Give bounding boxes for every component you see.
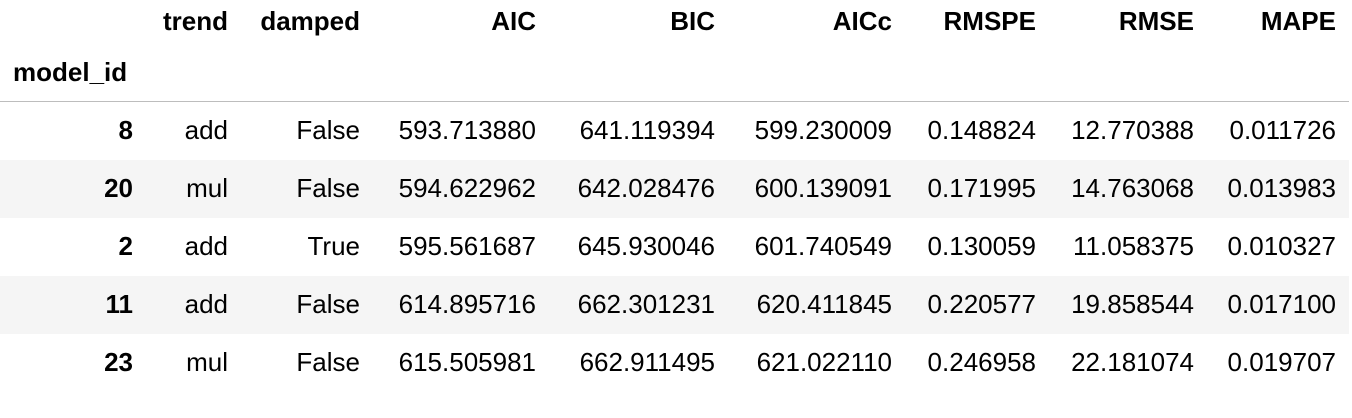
cell-trend: mul [186,347,228,377]
cell-trend: add [184,231,228,261]
cell-aic: 615.505981 [398,347,536,377]
cell-aicc: 601.740549 [754,231,892,261]
cell-rmspe: 0.148824 [927,115,1036,146]
cell-trend: mul [186,173,228,203]
table-row: 2 add True 595.561687 645.930046 601.740549 0.… [0,218,1349,276]
cell-damped: False [296,115,360,146]
column-header-rmspe: RMSPE [943,6,1036,36]
column-header-aic: AIC [491,6,536,36]
cell-rmse: 14.763068 [1071,173,1194,203]
cell-damped: True [307,231,361,261]
row-index-cell: 8 [118,115,133,146]
table-row: 20 mul False 594.622962 642.028476 600.139091… [0,159,1349,218]
cell-rmse: 12.770388 [1071,115,1194,146]
index-name-label: model_id [0,43,146,102]
cell-aicc: 599.230009 [754,115,892,146]
cell-trend: add [184,289,228,319]
row-index-cell: 2 [118,231,133,261]
table-body: 8 add False 593.713880 641.119394 599.230009 0… [0,102,1349,392]
column-header-rmse: RMSE [1118,6,1194,36]
column-header-mape: MAPE [1260,6,1336,36]
cell-mape: 0.010327 [1227,231,1336,261]
cell-aic: 594.622962 [398,173,536,203]
cell-rmse: 22.181074 [1071,347,1194,377]
column-header-row: trend damped AIC BIC AICc RMSPE RMSE MAP… [0,0,1349,43]
cell-rmse: 19.858544 [1071,289,1194,319]
dataframe-table: trend damped AIC BIC AICc RMSPE RMSE MAP… [0,0,1349,392]
table-row: 11 add False 614.895716 662.301231 620.411845… [0,275,1349,334]
index-name-row: model_id [0,43,1349,102]
index-corner-cell [0,0,146,43]
cell-rmspe: 0.171995 [927,173,1036,203]
column-header-aicc: AICc [832,6,892,36]
column-header-damped: damped [260,6,360,36]
cell-aic: 614.895716 [398,289,536,319]
cell-bic: 641.119394 [579,115,715,146]
cell-rmspe: 0.130059 [927,231,1036,261]
cell-trend: add [184,115,228,146]
cell-rmse: 11.058375 [1073,231,1194,261]
cell-aicc: 621.022110 [756,347,892,377]
cell-damped: False [296,173,360,203]
cell-aicc: 600.139091 [754,173,892,203]
cell-rmspe: 0.246958 [927,347,1036,377]
row-index-cell: 20 [104,173,133,203]
cell-rmspe: 0.220577 [927,289,1036,319]
column-header-bic: BIC [670,6,715,36]
cell-mape: 0.011726 [1229,115,1336,146]
cell-aic: 595.561687 [398,231,536,261]
row-index-cell: 11 [105,289,134,319]
cell-aic: 593.713880 [398,115,536,146]
table-row: 8 add False 593.713880 641.119394 599.230009 0… [0,102,1349,160]
column-header-trend: trend [163,6,228,36]
cell-damped: False [296,347,360,377]
cell-bic: 642.028476 [577,173,715,203]
table-row: 23 mul False 615.505981 662.911495 621.022110… [0,334,1349,392]
cell-aicc: 620.411845 [756,289,892,319]
cell-damped: False [296,289,360,319]
cell-mape: 0.013983 [1227,173,1336,203]
table-header: trend damped AIC BIC AICc RMSPE RMSE MAP… [0,0,1349,102]
cell-mape: 0.019707 [1227,347,1336,377]
cell-bic: 645.930046 [577,231,715,261]
cell-bic: 662.911495 [579,347,715,377]
cell-bic: 662.301231 [577,289,715,319]
row-index-cell: 23 [104,347,133,377]
cell-mape: 0.017100 [1227,289,1336,319]
